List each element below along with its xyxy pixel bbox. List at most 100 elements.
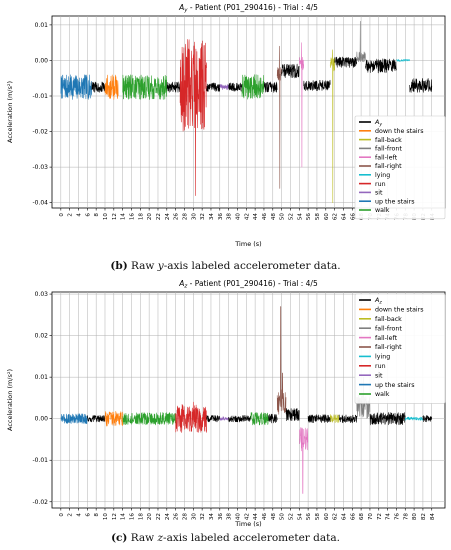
caption-suffix: -axis labeled accelerometer data. [163,260,341,272]
legend-label: walk [375,207,390,214]
legend-label: Ay [374,119,382,127]
title-subscript: z [183,284,187,290]
series-line-walk [122,412,176,426]
series-line-run [179,39,207,196]
y-tick-label: -0.01 [32,457,48,464]
x-tick-label: 12 [112,513,118,520]
legend-label: fall-back [375,316,402,323]
series-group [60,306,433,494]
y-tick-label: -0.04 [32,200,48,207]
y-tick-label: -0.02 [32,499,48,506]
x-tick-label: 0 [59,213,65,217]
caption-prefix: Raw [130,532,158,544]
legend-label: sit [375,190,383,197]
x-tick-label: 36 [218,213,224,221]
x-tick-label: 10 [103,513,109,521]
x-tick-label: 52 [288,513,294,520]
series-line-a [228,415,251,423]
x-tick-label: 78 [403,513,409,521]
legend-label: down the stairs [375,128,424,135]
x-tick-label: 74 [386,513,392,521]
x-tick-label: 50 [280,513,286,521]
x-tick-label: 48 [271,213,277,221]
x-tick-label: 62 [333,513,339,520]
x-tick-label: 36 [218,513,224,521]
series-line-a [285,408,300,421]
series-line-fall-back [329,49,335,203]
x-tick-label: 26 [174,513,180,521]
series-line-a [365,58,397,74]
y-tick-label: 0.02 [35,333,49,340]
x-tick-label: 22 [156,213,162,220]
x-tick-label: 64 [341,513,347,521]
y-axis-label: Acceleration (m/s²) [6,369,14,431]
legend-label: fall-left [375,335,398,342]
series-line-lying [405,416,424,421]
legend-label: lying [375,354,390,361]
caption-suffix: -axis labeled accelerometer data. [163,532,340,544]
x-tick-label: 32 [200,213,206,220]
x-tick-label: 38 [227,213,233,221]
x-tick-label: 82 [421,513,427,520]
caption-tag: (c) [111,532,128,544]
x-tick-label: 50 [280,213,286,221]
x-tick-label: 16 [129,513,135,521]
legend-label: sit [375,372,383,379]
x-tick-label: 60 [324,213,330,221]
x-tick-label: 10 [103,213,109,221]
x-tick-label: 70 [368,513,374,521]
title-variable: A [178,279,184,288]
y-tick-label: 0.00 [35,416,49,423]
series-line-a [206,82,221,92]
series-line-run [175,401,207,433]
x-tick-label: 20 [147,213,153,221]
x-tick-label: 44 [253,213,259,221]
x-axis-label: Time (s) [234,520,261,528]
x-tick-label: 68 [359,513,365,521]
x-tick-label: 42 [244,513,250,520]
x-tick-label: 4 [76,513,82,517]
series-line-a [307,414,331,423]
series-line-a [91,81,106,93]
series-line-down-the-stairs [104,411,123,427]
chart-title: Az - Patient (P01_290416) - Trial : 4/5 [178,279,318,290]
x-tick-label: 56 [306,213,312,221]
x-tick-label: 2 [68,513,74,517]
legend-label: fall-front [375,146,402,153]
series-line-a [334,56,357,68]
series-line-a [422,415,433,423]
series-line-a [228,82,243,92]
x-tick-label: 34 [209,513,215,521]
title-rest: - Patient (P01_290416) - Trial : 4/5 [187,279,318,288]
y-tick-label: 0.01 [35,22,49,29]
x-tick-label: 62 [333,213,339,220]
series-line-down-the-stairs [104,74,119,100]
y-tick-label: -0.03 [32,164,48,171]
caption-axis: z [157,532,164,544]
x-tick-label: 26 [174,213,180,221]
legend-label: fall-right [375,344,402,351]
y-tick-label: -0.01 [32,93,48,100]
series-line-fall-right [276,306,287,415]
legend-label: Az [374,297,382,305]
title-subscript: y [183,8,188,14]
series-line-a [409,78,433,93]
x-tick-label: 30 [191,213,197,221]
x-tick-label: 20 [147,513,153,521]
legend-box [354,115,446,220]
series-line-lying [396,59,410,62]
x-tick-label: 40 [235,513,241,521]
x-tick-label: 72 [377,513,383,520]
x-tick-label: 28 [182,513,188,521]
x-tick-label: 0 [59,513,65,517]
x-tick-label: 54 [297,513,303,521]
legend-label: lying [375,172,390,179]
x-tick-label: 24 [165,513,171,521]
series-line-walk [250,412,269,426]
series-line-fall-right [276,45,282,189]
legend-label: fall-front [375,325,402,332]
x-tick-label: 14 [121,513,127,521]
caption-z-axis: (c) Raw z-axis labeled accelerometer dat… [0,532,451,544]
x-tick-label: 16 [129,213,135,221]
x-tick-label: 48 [271,513,277,521]
